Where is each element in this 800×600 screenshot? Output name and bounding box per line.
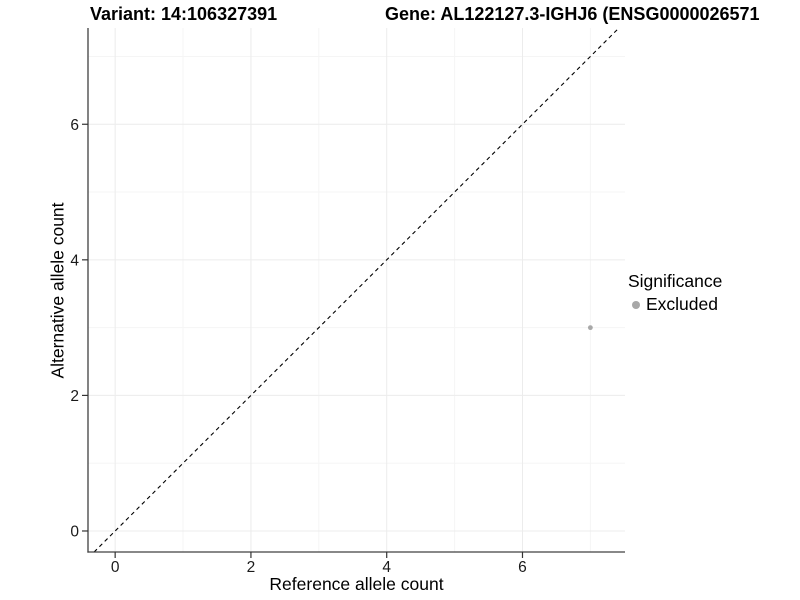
x-tick-label: 4	[382, 559, 391, 576]
excluded-point-icon	[632, 300, 640, 309]
x-tick-label: 0	[111, 559, 120, 576]
x-tick-label: 6	[518, 559, 527, 576]
data-point	[587, 325, 593, 331]
legend-title: Significance	[628, 271, 723, 291]
y-tick-label: 0	[70, 523, 79, 540]
y-axis-title: Alternative allele count	[47, 202, 68, 379]
y-tick-label: 6	[70, 117, 79, 134]
legend: Significance Excluded	[628, 271, 722, 315]
legend-item-excluded: Excluded	[632, 294, 722, 315]
x-axis-title: Reference allele count	[269, 574, 444, 594]
legend-item-label: Excluded	[646, 294, 718, 314]
y-tick-label: 2	[70, 388, 79, 405]
x-tick-label: 2	[247, 559, 256, 576]
y-tick-label: 4	[70, 252, 79, 269]
gene-title: Gene: AL122127.3-IGHJ6 (ENSG0000026571	[385, 4, 760, 24]
variant-title: Variant: 14:106327391	[90, 4, 278, 24]
identity-line	[93, 27, 620, 553]
